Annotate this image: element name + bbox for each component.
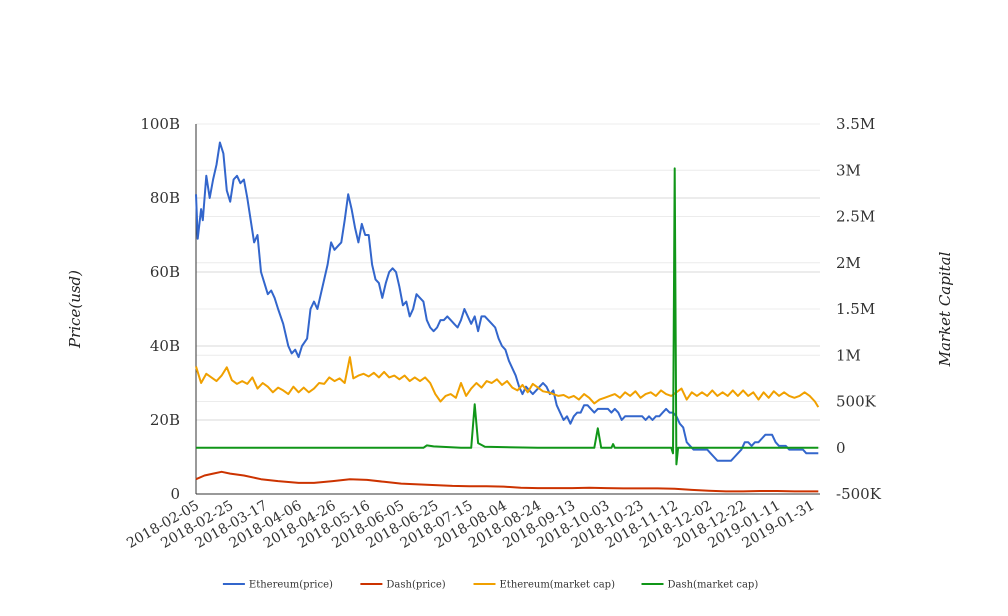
y-left-tick-label: 20B: [150, 411, 180, 429]
y-right-tick-label: 0: [836, 439, 846, 457]
y-axis-title-left: Price(usd): [66, 270, 84, 349]
y-axis-title-right: Market Capital: [936, 251, 954, 367]
series-lines: [195, 141, 820, 493]
y-right-tick-label: -500K: [836, 485, 882, 503]
legend-item[interactable]: Dash(market cap): [641, 580, 759, 591]
y-right-tick-label: 3.5M: [836, 115, 875, 133]
legend-label: Dash(price): [386, 580, 445, 591]
left-axis-tick-labels: 0 20B 40B 60B 80B 100B: [140, 115, 180, 503]
legend-label: Dash(market cap): [668, 580, 759, 591]
y-left-tick-label: 60B: [150, 263, 180, 281]
series-line-ethereum-market-cap: [195, 356, 820, 408]
y-right-tick-label: 1M: [836, 346, 861, 364]
y-right-tick-label: 3M: [836, 161, 861, 179]
y-right-tick-label: 2M: [836, 254, 861, 272]
y-right-tick-label: 2.5M: [836, 208, 875, 226]
y-left-tick-label: 80B: [150, 189, 180, 207]
legend-label: Ethereum(market cap): [500, 580, 616, 591]
legend[interactable]: Ethereum(price) Dash(price) Ethereum(marke…: [222, 580, 759, 591]
y-right-tick-label: 500K: [836, 393, 877, 411]
right-axis-tick-labels: -500K 0 500K 1M 1.5M 2M 2.5M 3M 3.5M: [836, 115, 882, 503]
series-line-dash-price: [195, 470, 819, 493]
x-axis-tick-labels: 2018-02-052018-02-252018-03-172018-04-06…: [124, 498, 817, 552]
y-left-tick-label: 40B: [150, 337, 180, 355]
legend-label: Ethereum(price): [249, 580, 333, 591]
y-right-tick-label: 1.5M: [836, 300, 875, 318]
y-left-tick-label: 100B: [140, 115, 180, 133]
series-line-dash-market-cap: [196, 167, 819, 466]
legend-item[interactable]: Ethereum(market cap): [473, 580, 616, 591]
y-left-tick-label: 0: [170, 485, 180, 503]
legend-item[interactable]: Ethereum(price): [222, 580, 333, 591]
gridlines: [196, 123, 820, 495]
series-line-ethereum-price: [195, 141, 819, 462]
legend-item[interactable]: Dash(price): [360, 580, 446, 591]
